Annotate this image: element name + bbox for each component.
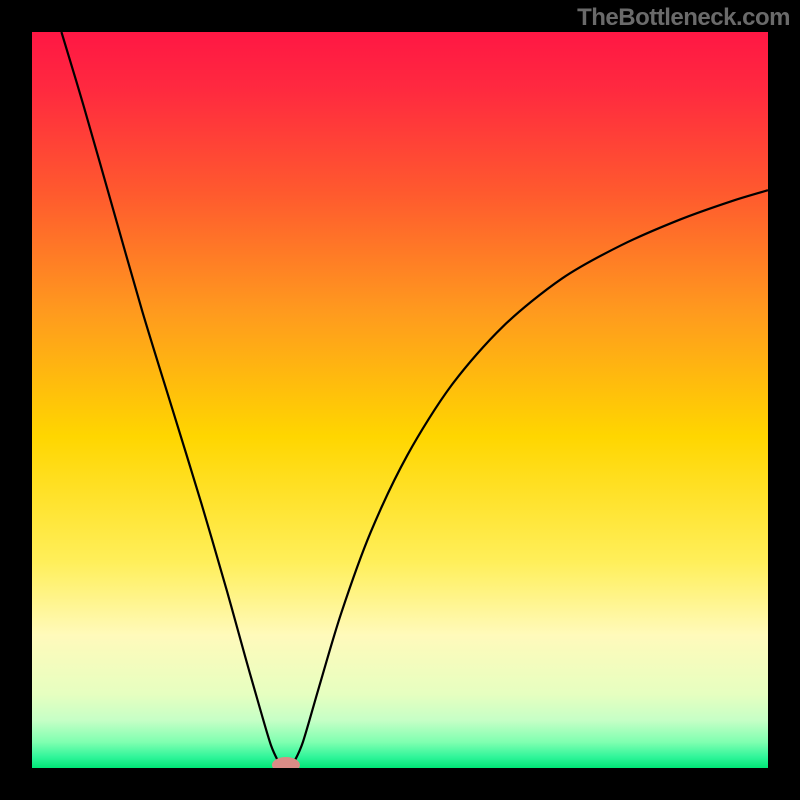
watermark-text: TheBottleneck.com	[577, 4, 790, 32]
plot-area	[32, 32, 768, 768]
gradient-background	[32, 32, 768, 768]
chart-frame: TheBottleneck.com	[0, 0, 800, 800]
